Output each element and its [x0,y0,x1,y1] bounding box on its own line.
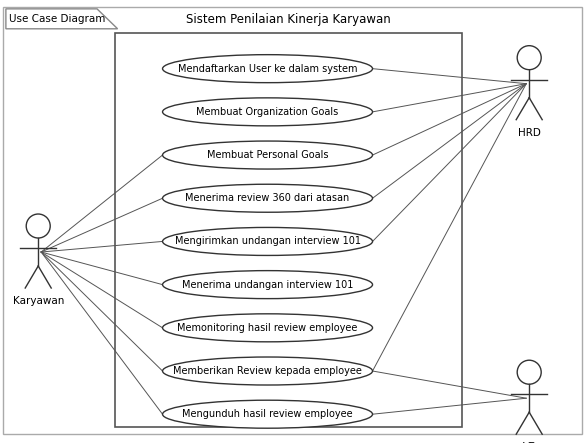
Text: VP: VP [523,442,536,443]
Ellipse shape [26,214,50,238]
Text: Menerima undangan interview 101: Menerima undangan interview 101 [182,280,353,290]
Text: Mengunduh hasil review employee: Mengunduh hasil review employee [182,409,353,419]
Ellipse shape [162,54,373,83]
Ellipse shape [162,141,373,169]
Text: Karyawan: Karyawan [12,296,64,306]
Text: Mendaftarkan User ke dalam system: Mendaftarkan User ke dalam system [178,64,358,74]
Text: Membuat Organization Goals: Membuat Organization Goals [196,107,339,117]
Text: Mengirimkan undangan interview 101: Mengirimkan undangan interview 101 [175,237,360,246]
Text: Memonitoring hasil review employee: Memonitoring hasil review employee [178,323,358,333]
Polygon shape [6,9,118,29]
Text: Menerima review 360 dari atasan: Menerima review 360 dari atasan [185,193,350,203]
Text: Use Case Diagram: Use Case Diagram [9,14,105,24]
Ellipse shape [517,360,541,384]
Text: HRD: HRD [518,128,540,138]
Text: Membuat Personal Goals: Membuat Personal Goals [207,150,328,160]
Ellipse shape [162,227,373,256]
Ellipse shape [162,400,373,428]
FancyBboxPatch shape [115,33,462,427]
Ellipse shape [162,184,373,212]
FancyBboxPatch shape [3,7,582,434]
Text: Sistem Penilaian Kinerja Karyawan: Sistem Penilaian Kinerja Karyawan [186,13,390,27]
Text: Memberikan Review kepada employee: Memberikan Review kepada employee [173,366,362,376]
Ellipse shape [162,98,373,126]
Ellipse shape [162,357,373,385]
Ellipse shape [162,271,373,299]
Ellipse shape [162,314,373,342]
Ellipse shape [517,46,541,70]
